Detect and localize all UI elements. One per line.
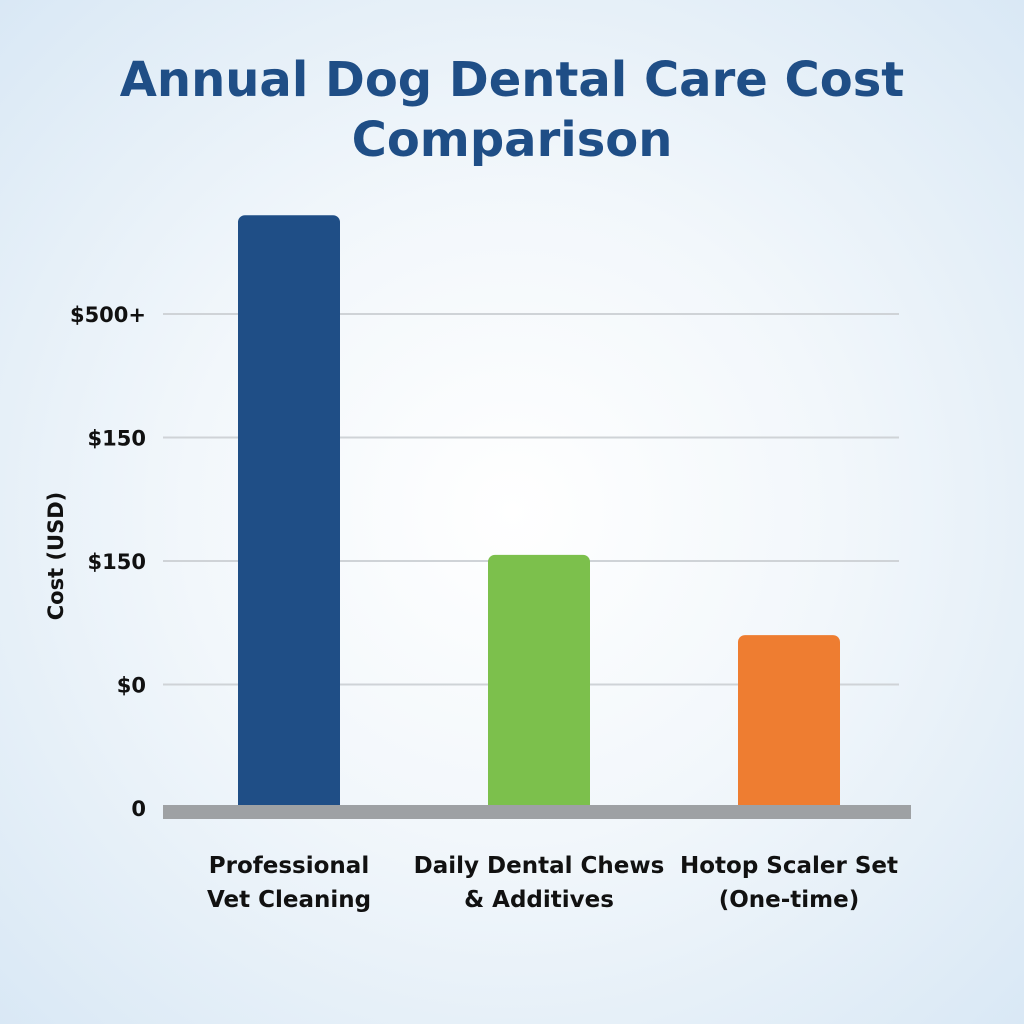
chart-title-line-1: Annual Dog Dental Care Cost bbox=[119, 52, 905, 108]
bar-1 bbox=[238, 215, 340, 812]
y-axis-label: Cost (USD) bbox=[44, 492, 68, 621]
bars bbox=[238, 215, 840, 812]
x-category-label: Professional Vet Cleaning bbox=[207, 853, 371, 913]
y-tick-label: 0 bbox=[131, 797, 146, 821]
y-tick-label: $500+ bbox=[70, 303, 146, 327]
chart-title-line-2: Comparison bbox=[351, 112, 673, 168]
bar-2 bbox=[488, 554, 590, 812]
x-category-label: Hotop Scaler Set (One-time) bbox=[680, 853, 898, 913]
y-tick-label: $150 bbox=[88, 550, 146, 574]
chart-title: Annual Dog Dental Care Cost Comparison bbox=[0, 50, 1024, 170]
y-tick-label: $0 bbox=[117, 674, 146, 698]
y-tick-label: $150 bbox=[88, 427, 146, 451]
x-category-labels: Professional Vet Cleaning Daily Dental Che… bbox=[207, 853, 898, 913]
y-tick-labels: 0 $0 $150 $150 $500+ bbox=[70, 303, 146, 821]
bar-3 bbox=[738, 635, 840, 812]
x-axis-baseline bbox=[163, 805, 911, 819]
x-category-label: Daily Dental Chews & Additives bbox=[414, 853, 665, 913]
